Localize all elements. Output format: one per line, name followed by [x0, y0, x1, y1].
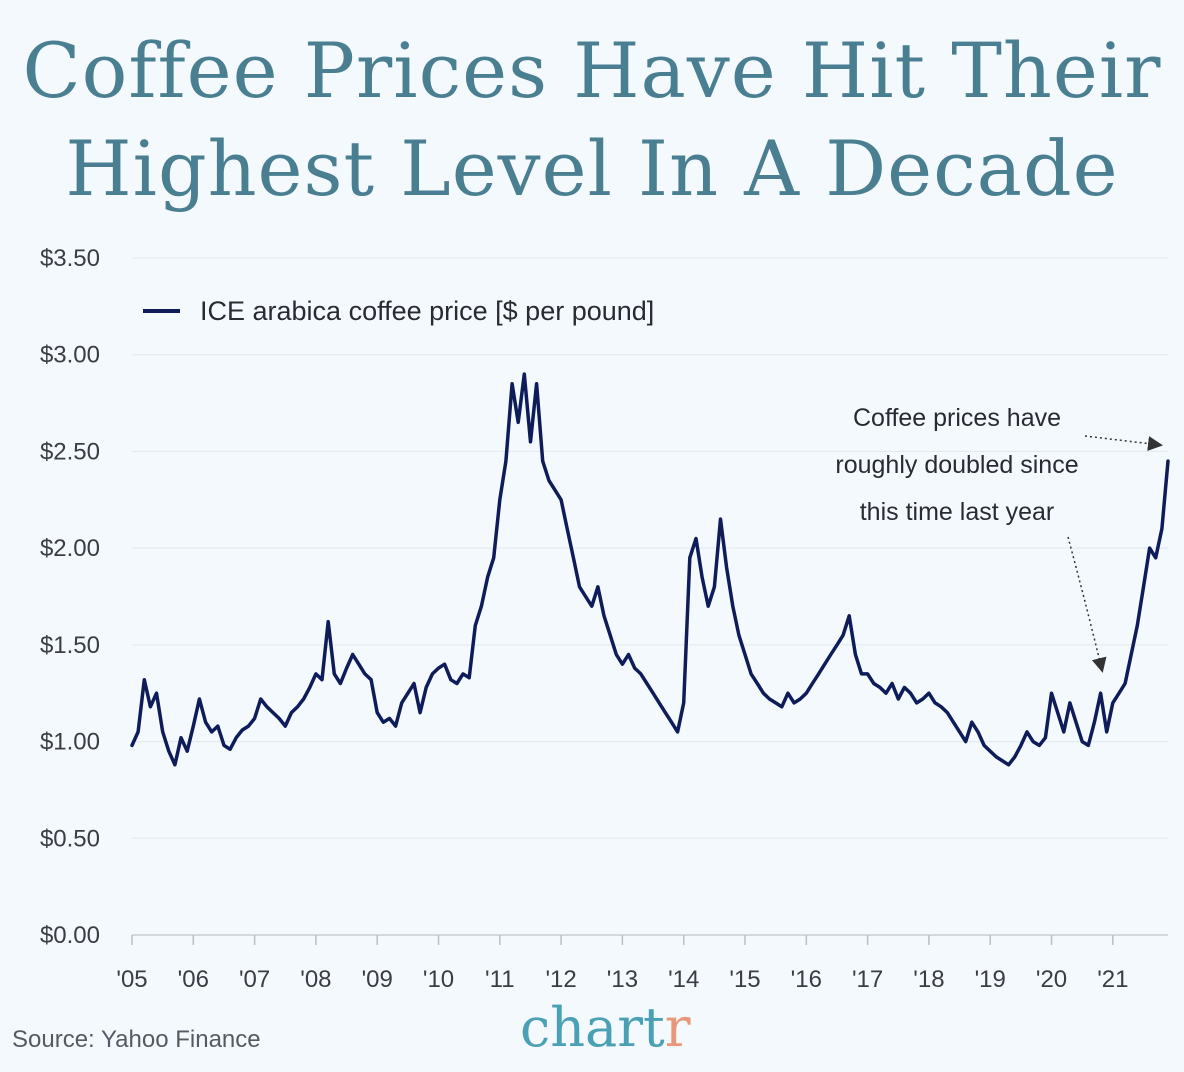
x-tick-label: '16	[791, 966, 822, 993]
brand-logo: chartr	[520, 996, 691, 1059]
x-tick-label: '18	[913, 966, 944, 993]
source-note: Source: Yahoo Finance	[12, 1026, 261, 1053]
annotation-line-2: roughly doubled since	[835, 451, 1078, 479]
annotation-arrow-upper	[1084, 435, 1163, 452]
legend: ICE arabica coffee price [$ per pound]	[143, 296, 654, 326]
y-tick-label: $0.50	[40, 825, 100, 852]
y-tick-label: $3.50	[40, 245, 100, 272]
x-tick-label: '17	[852, 966, 883, 993]
brand-logo-accent: r	[664, 996, 691, 1059]
x-tick-label: '21	[1097, 966, 1128, 993]
title-line-1: Coffee Prices Have Hit Their	[22, 26, 1162, 115]
x-tick-label: '14	[668, 966, 699, 993]
annotation: Coffee prices have roughly doubled since…	[835, 404, 1163, 673]
x-tick-label: '05	[116, 966, 147, 993]
axes: $0.00 $0.50 $1.00 $1.50 $2.00 $2.50 $3.00 $3.50…	[40, 245, 1168, 993]
title-line-2: Highest Level In A Decade	[65, 124, 1119, 213]
y-tick-label: $0.00	[40, 922, 100, 949]
x-tick-label: '19	[975, 966, 1006, 993]
x-tick-label: '10	[423, 966, 454, 993]
x-tick-label: '08	[300, 966, 331, 993]
x-tick-label: '06	[178, 966, 209, 993]
page-title: Coffee Prices Have Hit Their Highest Lev…	[0, 22, 1184, 218]
x-tick-label: '11	[485, 966, 515, 993]
y-tick-label: $3.00	[40, 342, 100, 369]
x-tick-label: '13	[607, 966, 638, 993]
x-tick-label: '07	[239, 966, 270, 993]
x-tick-label: '20	[1036, 966, 1067, 993]
y-tick-label: $1.00	[40, 729, 100, 756]
x-tick-label: '15	[729, 966, 760, 993]
annotation-line-1: Coffee prices have	[853, 404, 1061, 432]
annotation-arrow-lower	[1067, 536, 1107, 673]
y-tick-label: $1.50	[40, 632, 100, 659]
y-tick-label: $2.50	[40, 438, 100, 465]
brand-logo-main: chart	[520, 996, 665, 1059]
legend-label: ICE arabica coffee price [$ per pound]	[200, 296, 654, 326]
x-tick-label: '09	[362, 966, 393, 993]
series-layer	[130, 372, 1170, 767]
series-line-0	[130, 372, 1170, 767]
y-tick-label: $2.00	[40, 535, 100, 562]
grid-lines	[132, 257, 1168, 936]
annotation-line-3: this time last year	[860, 498, 1055, 526]
x-tick-label: '12	[545, 966, 576, 993]
